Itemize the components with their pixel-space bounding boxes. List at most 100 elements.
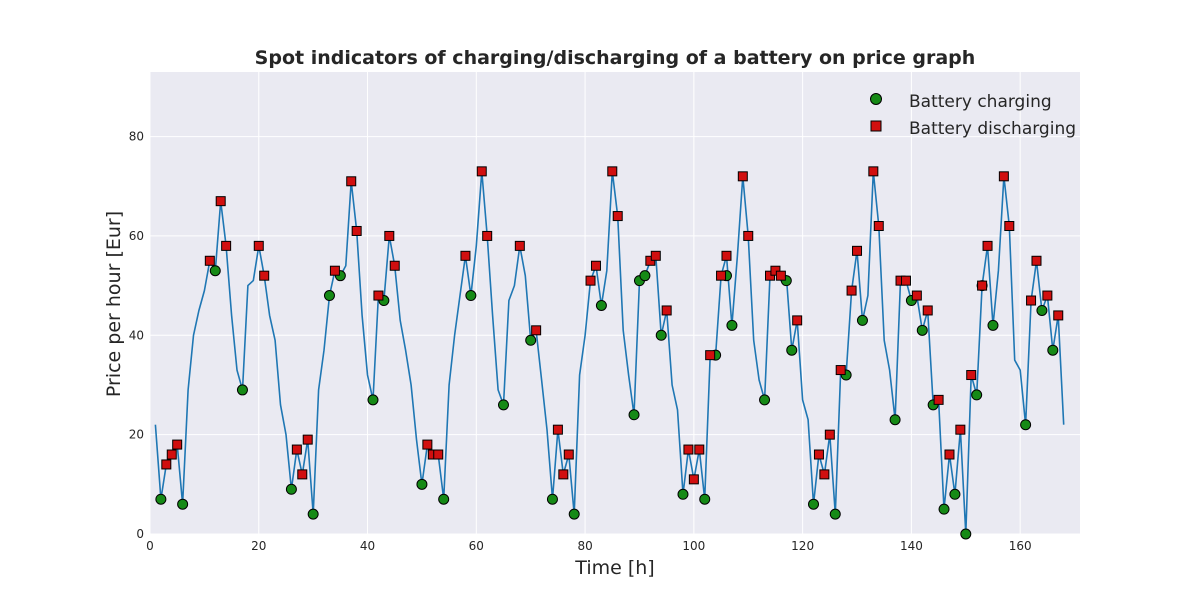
charging-point: [916, 324, 928, 336]
x-tick-label: 80: [577, 539, 592, 553]
discharging-point: [460, 250, 471, 261]
discharging-point: [966, 370, 977, 381]
charging-point: [285, 483, 297, 495]
discharging-point: [204, 255, 215, 266]
discharging-point: [911, 290, 922, 301]
y-tick-label: 80: [129, 130, 144, 144]
discharging-point: [1026, 295, 1037, 306]
discharging-point: [835, 365, 846, 376]
discharging-point: [531, 325, 542, 336]
discharging-point: [563, 449, 574, 460]
charging-point: [1047, 344, 1059, 356]
charging-point: [759, 394, 771, 406]
discharging-point: [422, 439, 433, 450]
charging-point: [367, 394, 379, 406]
legend-discharging-label: Battery discharging: [909, 119, 1076, 139]
discharging-point: [998, 171, 1009, 182]
discharging-point: [705, 350, 716, 361]
discharging-point: [590, 260, 601, 271]
discharging-point: [482, 230, 493, 241]
charging-point: [960, 528, 972, 540]
discharging-point: [683, 444, 694, 455]
x-tick-label: 0: [146, 539, 154, 553]
charging-point: [568, 508, 580, 520]
legend-charging-label: Battery charging: [909, 92, 1052, 112]
x-tick-label: 20: [251, 539, 266, 553]
discharging-point: [813, 449, 824, 460]
charging-point: [856, 314, 868, 326]
x-axis-label: Time [h]: [574, 557, 654, 579]
discharging-point: [977, 280, 988, 291]
charging-point: [699, 493, 711, 505]
x-tick-label: 140: [900, 539, 923, 553]
discharging-point: [721, 250, 732, 261]
discharging-point: [900, 275, 911, 286]
discharging-point: [373, 290, 384, 301]
discharging-point: [661, 305, 672, 316]
charging-point: [209, 265, 221, 277]
gridlines: [149, 72, 1080, 535]
charging-point: [971, 389, 983, 401]
discharging-point: [1053, 310, 1064, 321]
x-tick-label: 100: [682, 539, 705, 553]
discharging-point: [955, 424, 966, 435]
discharging-point: [259, 270, 270, 281]
discharging-point: [612, 211, 623, 222]
discharging-point: [215, 196, 226, 207]
discharging-point: [873, 221, 884, 231]
charging-point: [236, 384, 248, 396]
discharging-point: [607, 166, 618, 177]
charging-point: [498, 399, 510, 411]
discharging-point: [922, 305, 933, 316]
charging-point: [829, 508, 841, 520]
discharging-point: [1042, 290, 1053, 301]
discharging-point: [302, 434, 313, 445]
discharging-point: [846, 285, 857, 296]
discharging-point: [514, 240, 525, 251]
charging-point: [465, 290, 477, 302]
discharging-point: [852, 245, 863, 256]
charging-point: [525, 334, 537, 346]
charging-point: [155, 493, 167, 505]
discharging-point: [585, 275, 596, 286]
discharging-point: [433, 449, 444, 460]
discharging-point: [253, 240, 264, 251]
discharging-point: [476, 166, 487, 177]
charging-point: [655, 329, 667, 341]
charging-point: [546, 493, 558, 505]
charging-point: [639, 270, 651, 282]
charging-point: [949, 488, 961, 500]
discharging-point: [552, 424, 563, 435]
charging-point: [1020, 419, 1032, 431]
x-tick-label: 160: [1009, 539, 1032, 553]
x-tick-label: 120: [791, 539, 814, 553]
charging-point: [726, 319, 738, 331]
charging-point: [938, 503, 950, 515]
discharging-point: [933, 394, 944, 405]
charging-point: [628, 409, 640, 421]
charging-point: [786, 344, 798, 356]
discharging-point: [694, 444, 705, 455]
charging-point: [177, 498, 189, 510]
discharging-point: [1004, 221, 1015, 231]
y-tick-label: 60: [129, 229, 144, 243]
discharging-point: [384, 230, 395, 241]
charging-point: [416, 478, 428, 490]
discharging-point: [868, 166, 879, 177]
discharging-point: [650, 250, 661, 261]
discharging-point: [944, 449, 955, 460]
charging-point: [808, 498, 820, 510]
charging-point: [889, 414, 901, 426]
discharging-point: [291, 444, 302, 455]
y-tick-label: 20: [129, 428, 144, 442]
discharging-point: [775, 270, 786, 281]
chart-title: Spot indicators of charging/discharging …: [255, 47, 976, 69]
charging-point: [1036, 304, 1048, 316]
legend-charging-marker: [870, 93, 882, 105]
tick-labels: 0 20 40 60 80 100 120 140 160 0 20 40 60 80: [129, 130, 1032, 553]
y-tick-label: 40: [129, 328, 144, 342]
discharging-point: [819, 469, 830, 480]
x-tick-label: 40: [360, 539, 375, 553]
discharging-point: [221, 240, 232, 251]
x-tick-label: 60: [469, 539, 484, 553]
